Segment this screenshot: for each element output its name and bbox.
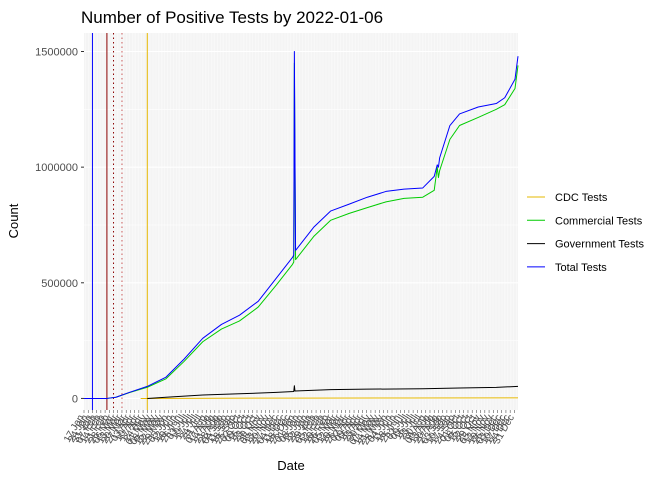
y-axis-title: Count	[6, 203, 21, 238]
series-line-cdc-tests	[140, 397, 519, 399]
series-line-total-tests	[84, 51, 519, 399]
legend: CDC Tests Commercial Tests Government Test…	[527, 192, 645, 274]
y-tick-label: 500000	[41, 278, 78, 290]
legend-label: CDC Tests	[555, 192, 608, 204]
reference-lines	[91, 33, 148, 410]
series-line-commercial-tests	[84, 62, 519, 399]
legend-label: Commercial Tests	[555, 215, 643, 227]
series-line-government-tests	[147, 385, 519, 399]
legend-label: Government Tests	[555, 239, 645, 251]
series-lines	[84, 51, 519, 399]
y-tick-label: 1000000	[35, 162, 78, 174]
y-tick-label: 0	[72, 393, 78, 405]
chart-title: Number of Positive Tests by 2022-01-06	[81, 8, 383, 27]
grid-lines	[83, 33, 519, 410]
y-axis-ticks: 0 500000 1000000 1500000	[35, 47, 84, 405]
y-tick-label: 1500000	[35, 47, 78, 59]
legend-label: Total Tests	[555, 262, 607, 274]
x-axis-title: Date	[277, 458, 304, 473]
